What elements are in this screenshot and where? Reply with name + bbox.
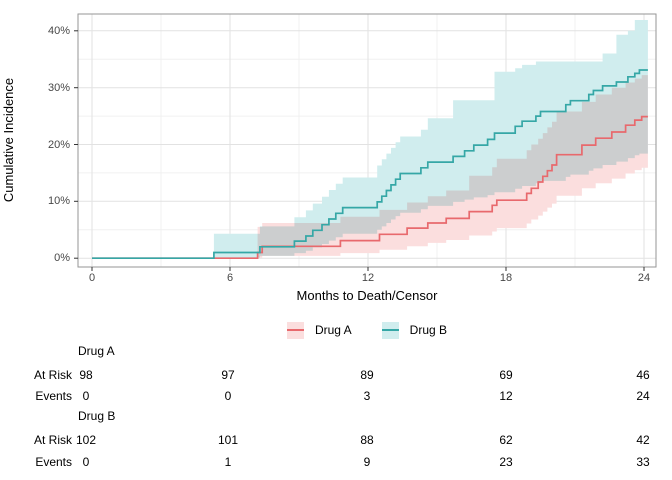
- legend-key-line: [286, 329, 304, 331]
- drug-b-confidence-band: [213, 20, 648, 258]
- legend: Drug A Drug B: [31, 321, 672, 339]
- drug-a-step-line: [92, 115, 648, 260]
- legend-label: Drug B: [409, 323, 448, 337]
- grid-minor: [78, 14, 656, 267]
- risk-value: 62: [499, 433, 513, 447]
- y-tick-label: 20%: [47, 138, 70, 151]
- panel-border: [77, 13, 657, 268]
- legend-key-drug-a: [286, 321, 304, 339]
- risk-value: 88: [360, 433, 374, 447]
- legend-label: Drug A: [314, 323, 352, 337]
- risk-value: 1: [224, 455, 232, 469]
- x-tick-label: 18: [499, 272, 513, 284]
- risk-value: 46: [636, 368, 650, 382]
- x-tick-label: 0: [88, 272, 96, 284]
- y-tick-label: 10%: [47, 195, 70, 208]
- risk-value: 0: [82, 455, 90, 469]
- risk-group-header-drug-b: Drug B: [78, 409, 116, 423]
- risk-group-header-drug-a: Drug A: [78, 344, 115, 358]
- x-tick-label: 24: [637, 272, 651, 284]
- y-tick-label: 30%: [47, 81, 70, 94]
- risk-value: 0: [224, 389, 232, 403]
- drug-b-step-line: [92, 69, 648, 260]
- y-tick-label: 40%: [47, 24, 70, 37]
- risk-value: 3: [363, 389, 371, 403]
- risk-row-label: At Risk: [33, 368, 72, 382]
- risk-value: 89: [360, 368, 374, 382]
- risk-value: 33: [636, 455, 650, 469]
- x-tick-label: 12: [361, 272, 375, 284]
- risk-value: 12: [499, 389, 513, 403]
- risk-value: 97: [221, 368, 235, 382]
- legend-key-line: [381, 329, 399, 331]
- risk-row-label: At Risk: [33, 433, 72, 447]
- y-tick-label: 0%: [54, 252, 70, 265]
- risk-value: 102: [75, 433, 97, 447]
- legend-item-drug-a: Drug A: [286, 321, 352, 339]
- risk-row-label: Events: [35, 389, 72, 403]
- risk-row-label: Events: [35, 455, 72, 469]
- risk-value: 101: [217, 433, 239, 447]
- x-tick-label: 6: [226, 272, 234, 284]
- risk-value: 69: [499, 368, 513, 382]
- legend-key-drug-b: [381, 321, 399, 339]
- x-axis-title: Months to Death/Censor: [296, 288, 438, 303]
- risk-value: 24: [636, 389, 650, 403]
- axis-ticks: [74, 30, 645, 271]
- risk-value: 98: [79, 368, 93, 382]
- risk-value: 0: [82, 389, 90, 403]
- risk-value: 23: [499, 455, 513, 469]
- legend-item-drug-b: Drug B: [381, 321, 448, 339]
- cumulative-incidence-plot: [74, 13, 657, 271]
- risk-value: 42: [636, 433, 650, 447]
- risk-value: 9: [363, 455, 371, 469]
